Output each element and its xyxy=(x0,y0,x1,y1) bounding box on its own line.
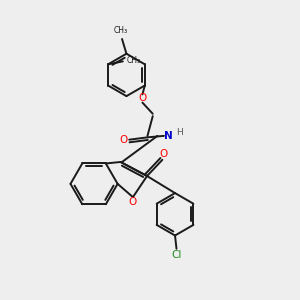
Text: O: O xyxy=(120,135,128,145)
Text: N: N xyxy=(164,131,173,141)
Text: CH₃: CH₃ xyxy=(126,56,140,65)
Text: O: O xyxy=(129,197,137,207)
Text: O: O xyxy=(138,93,147,103)
Text: H: H xyxy=(176,128,183,137)
Text: Cl: Cl xyxy=(172,250,182,260)
Text: CH₃: CH₃ xyxy=(114,26,128,35)
Text: O: O xyxy=(160,149,168,159)
